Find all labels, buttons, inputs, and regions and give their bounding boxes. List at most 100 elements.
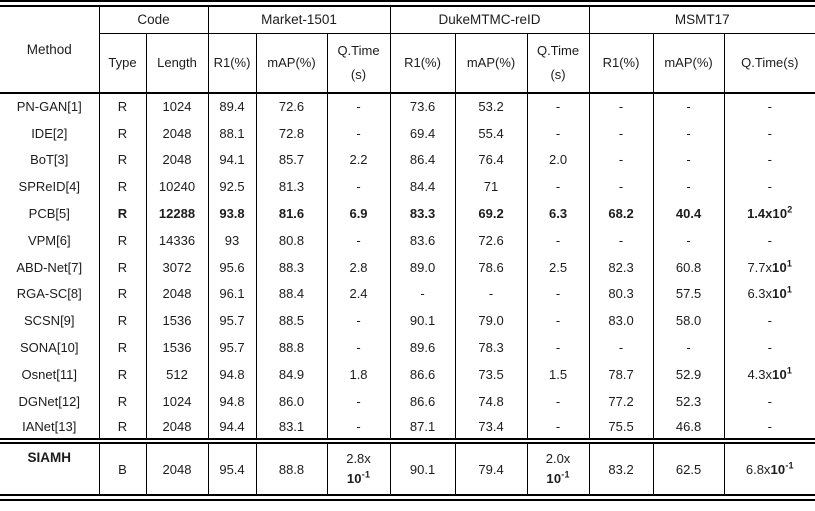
value-cell: 95.4 (207, 438, 256, 495)
value-cell: 62.5 (652, 438, 725, 495)
sci-power: 101 (772, 285, 793, 302)
value-cell: 2.8x 10-1 (326, 438, 391, 495)
method-cell: SONA[10] (19, 340, 79, 356)
sci-mantissa: 6.3x (747, 286, 773, 302)
table-row-vpm-6: VPM[6] R 14336 93 80.8-83.6 72.6- - - - (0, 226, 815, 254)
table-row-ide-2: IDE[2] R 2048 88.1 72.8-69.4 55.4- - - - (0, 119, 815, 147)
value-cell: - (326, 307, 391, 335)
col-header-type: Type (99, 33, 146, 94)
value-cell: - (326, 226, 391, 254)
table-row-sona-10: SONA[10] R 1536 95.7 88.8-89.6 78.3- - - - (0, 334, 815, 361)
value-cell: 92.5 (207, 173, 256, 201)
value-cell: 6.9 (326, 200, 391, 227)
value-cell: 2.0 (526, 146, 590, 174)
col-header-map: mAP(%) (255, 33, 327, 94)
value-cell: B (98, 438, 146, 495)
value-cell: 76.4 (454, 146, 528, 174)
value-cell: 6.8x10-1 (723, 438, 815, 495)
value-cell: 6.3 (526, 200, 590, 227)
group-header-code: Code (98, 7, 208, 34)
value-cell: R (98, 226, 146, 254)
value-cell: - (326, 119, 391, 147)
value-cell: - (588, 146, 654, 174)
value-cell: 81.6 (255, 200, 327, 227)
sci-power: 102 (772, 204, 793, 222)
value-cell: - (723, 307, 815, 335)
value-cell: 95.6 (207, 253, 256, 281)
sci-mantissa: 6.8x (745, 461, 771, 477)
group-header-msmt17: MSMT17 (588, 7, 815, 34)
value-cell: 95.7 (207, 334, 256, 361)
value-cell: - (526, 387, 590, 415)
table-row-bot-3: BoT[3] R 2048 94.1 85.7 2.2 86.4 76.4 2.0- - - (0, 146, 815, 174)
value-cell: 2.8 (326, 253, 391, 281)
value-cell: R (98, 146, 146, 174)
value-cell: - (526, 226, 590, 254)
sci-mantissa: 1.4x (747, 206, 773, 222)
value-cell: 82.3 (588, 253, 654, 281)
siamh-row-section: SIAMH B 2048 95.4 88.8 2.8x 10-1 90.1 79.4 2.0x 10… (0, 438, 815, 495)
value-cell: 84.9 (255, 360, 327, 388)
value-cell: 55.4 (454, 119, 528, 147)
value-cell: - (652, 226, 725, 254)
col-header-r1: R1(%) (588, 33, 654, 94)
value-cell: - (588, 334, 654, 361)
value-cell: 71 (454, 173, 528, 201)
value-cell: - (588, 226, 654, 254)
value-cell: R (98, 334, 146, 361)
value-cell: - (526, 307, 590, 335)
value-cell: 72.6 (454, 226, 528, 254)
value-cell: - (326, 414, 391, 442)
value-cell: 90.1 (389, 307, 456, 335)
value-cell: 83.3 (389, 200, 456, 227)
value-cell: R (98, 414, 146, 442)
method-cell: PCB[5] (28, 206, 70, 222)
sci-mantissa: 2.8x (346, 451, 371, 467)
table-row-pcb-5: PCB[5] R 12288 93.8 81.6 6.9 83.3 69.2 6.3 68.2 40… (0, 200, 815, 227)
value-cell: - (723, 226, 815, 254)
value-cell: 2048 (145, 280, 208, 308)
table-row-osnet-11: Osnet[11] R 512 94.8 84.9 1.8 86.6 73.5 1.5 78.7 5… (0, 360, 815, 388)
value-cell: R (98, 387, 146, 415)
value-cell: 52.9 (652, 360, 725, 388)
value-cell: - (526, 173, 590, 201)
value-cell: 87.1 (389, 414, 456, 442)
value-cell: R (98, 253, 146, 281)
value-cell: 2.0x 10-1 (526, 438, 590, 495)
value-cell: - (454, 280, 528, 308)
value-cell: 88.8 (255, 334, 327, 361)
value-cell: 1.8 (326, 360, 391, 388)
value-cell: 73.4 (454, 414, 528, 442)
value-cell: 6.3x101 (723, 280, 815, 308)
value-cell: - (588, 173, 654, 201)
table-row-rga-sc-8: RGA-SC[8] R 2048 96.1 88.4 2.4- - -80.3 57.5 6.3x… (0, 280, 815, 308)
value-cell: - (326, 173, 391, 201)
sci-mantissa: 2.0x (545, 451, 571, 467)
value-cell: 7.7x101 (723, 253, 815, 281)
value-cell: 88.5 (255, 307, 327, 335)
value-cell: 2048 (145, 438, 208, 495)
value-cell: 2048 (145, 414, 208, 442)
value-cell: 93.8 (207, 200, 256, 227)
value-cell: R (98, 200, 146, 227)
value-cell: 72.6 (255, 93, 327, 120)
value-cell: 1536 (145, 334, 208, 361)
value-cell: 2.5 (526, 253, 590, 281)
value-cell: 1.5 (526, 360, 590, 388)
col-header-q-time-s: Q.Time(s) (723, 33, 815, 94)
value-cell: 73.5 (454, 360, 528, 388)
sci-power: 10-1 (546, 470, 570, 487)
value-cell: 81.3 (255, 173, 327, 201)
value-cell: R (98, 280, 146, 308)
value-cell: 3072 (145, 253, 208, 281)
value-cell: 512 (145, 360, 208, 388)
value-cell: 60.8 (652, 253, 725, 281)
table-row-dgnet-12: DGNet[12] R 1024 94.8 86.0-86.6 74.8-77.2 52.3… (0, 387, 815, 415)
method-cell: ABD-Net[7] (16, 259, 83, 275)
value-cell: 2.2 (326, 146, 391, 174)
value-cell: 78.7 (588, 360, 654, 388)
value-cell: - (389, 280, 456, 308)
value-cell: 88.1 (207, 119, 256, 147)
value-cell: 88.3 (255, 253, 327, 281)
value-cell: 52.3 (652, 387, 725, 415)
